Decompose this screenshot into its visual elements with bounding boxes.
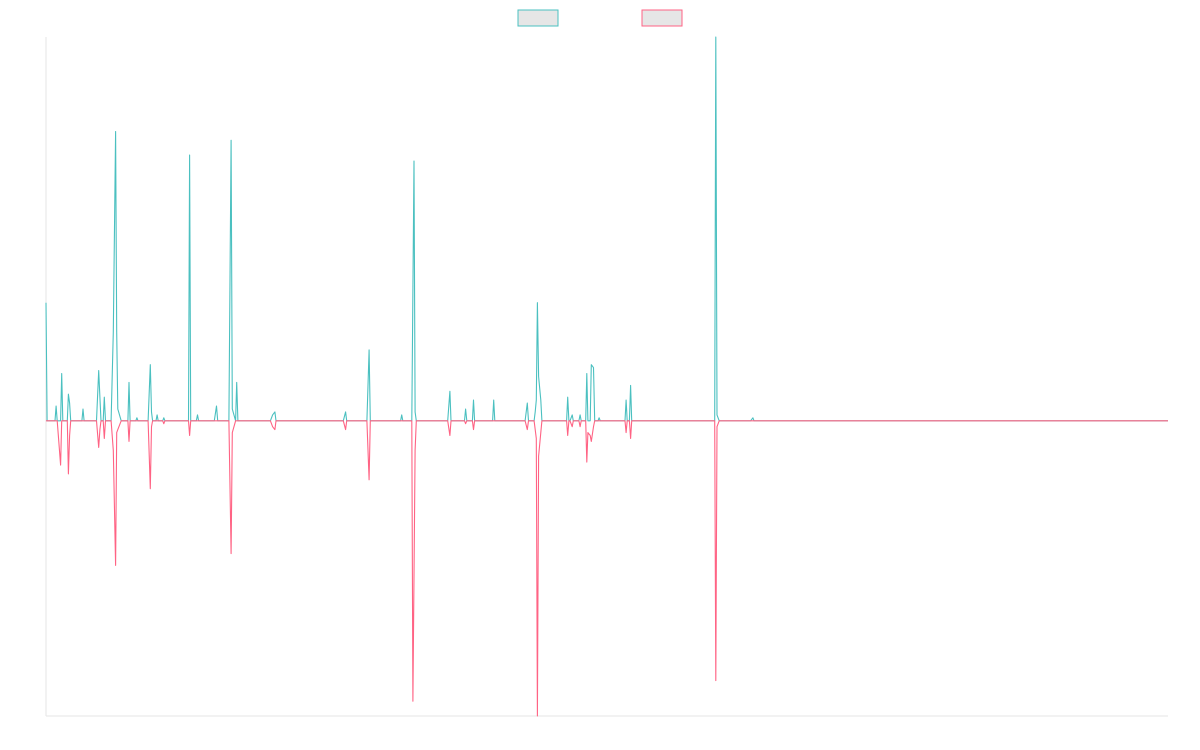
axes <box>45 37 1168 717</box>
series-line-2 <box>46 420 1168 717</box>
series-layer <box>45 36 1168 717</box>
legend-swatch-1 <box>517 9 559 27</box>
legend <box>517 9 683 27</box>
series-line-1 <box>45 36 1168 422</box>
legend-swatch-2 <box>641 9 683 27</box>
